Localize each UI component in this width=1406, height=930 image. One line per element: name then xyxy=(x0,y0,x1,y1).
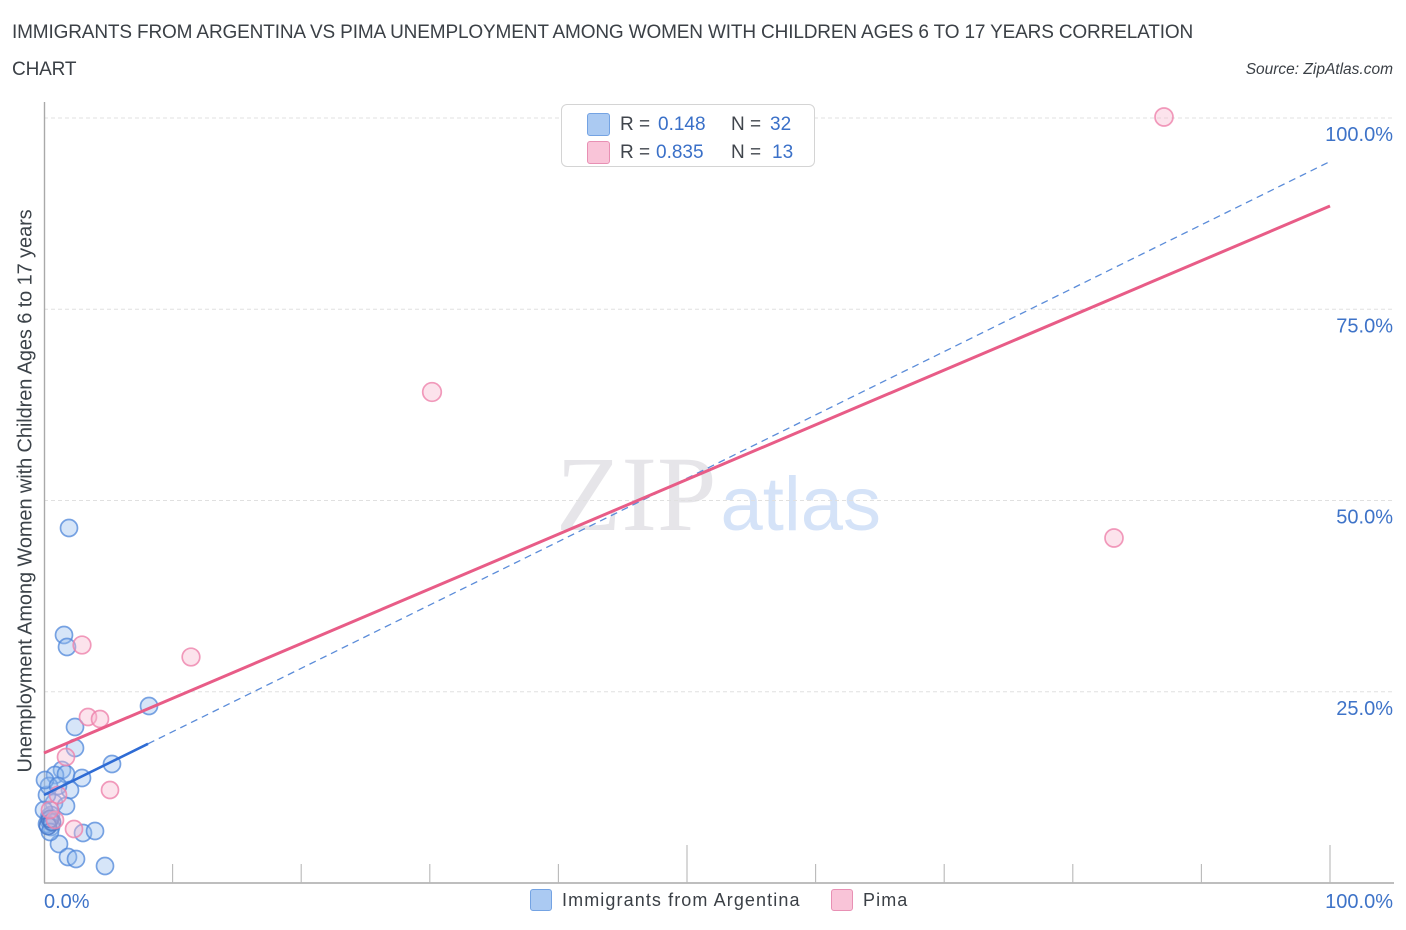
svg-text:100.0%: 100.0% xyxy=(1325,124,1393,146)
svg-text:0.0%: 0.0% xyxy=(44,891,90,913)
svg-text:25.0%: 25.0% xyxy=(1336,698,1393,720)
svg-text:50.0%: 50.0% xyxy=(1336,507,1393,529)
svg-text:100.0%: 100.0% xyxy=(1325,891,1393,913)
svg-text:75.0%: 75.0% xyxy=(1336,315,1393,337)
svg-text:ZIPatlas: ZIPatlas xyxy=(556,436,881,554)
svg-text:Unemployment Among Women with: Unemployment Among Women with Children A… xyxy=(15,209,37,772)
